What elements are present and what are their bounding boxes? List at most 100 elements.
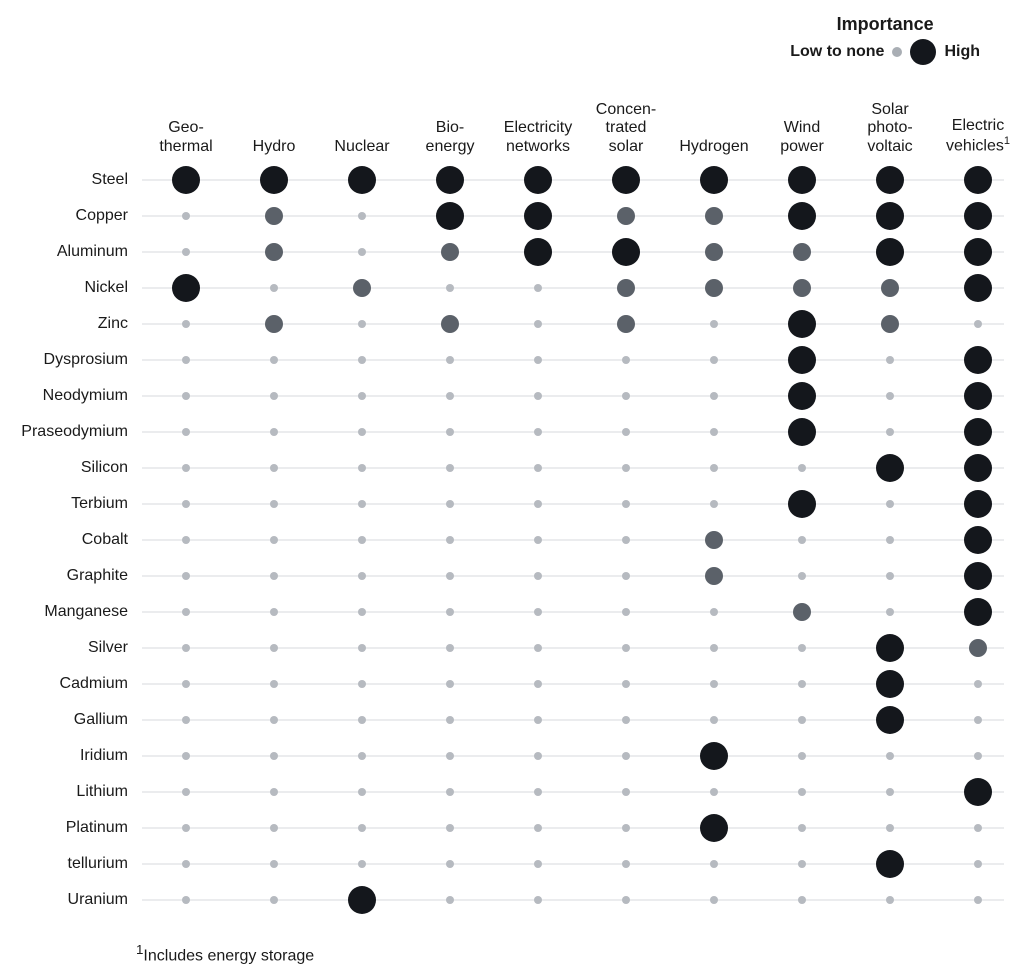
importance-dot: [270, 824, 278, 832]
row-label: Gallium: [74, 711, 128, 729]
importance-dot: [358, 212, 366, 220]
importance-dot: [886, 392, 894, 400]
importance-dot: [270, 788, 278, 796]
importance-dot: [358, 644, 366, 652]
importance-dot: [798, 572, 806, 580]
importance-dot: [793, 243, 811, 261]
importance-dot: [622, 608, 630, 616]
row-label: Cobalt: [82, 531, 128, 549]
importance-dot: [964, 166, 992, 194]
importance-dot: [182, 572, 190, 580]
row-label: Aluminum: [57, 243, 128, 261]
importance-dot: [182, 860, 190, 868]
importance-dot: [617, 279, 635, 297]
column-header: Windpower: [780, 119, 824, 156]
importance-dot: [270, 536, 278, 544]
importance-dot: [886, 788, 894, 796]
row-label: Praseodymium: [21, 423, 128, 441]
importance-dot: [622, 824, 630, 832]
importance-dot: [886, 356, 894, 364]
row-label: Graphite: [67, 567, 128, 585]
importance-dot: [710, 428, 718, 436]
importance-dot: [270, 500, 278, 508]
column-header: Hydrogen: [679, 138, 748, 156]
importance-dot: [270, 716, 278, 724]
row-label: Dysprosium: [44, 351, 128, 369]
importance-dot: [436, 202, 464, 230]
importance-dot: [182, 896, 190, 904]
importance-dot: [534, 824, 542, 832]
importance-dot: [182, 392, 190, 400]
importance-dot: [446, 824, 454, 832]
importance-dot: [969, 639, 987, 657]
importance-dot: [358, 428, 366, 436]
importance-dot: [270, 464, 278, 472]
importance-dot: [358, 860, 366, 868]
importance-dot: [876, 850, 904, 878]
importance-dot: [612, 166, 640, 194]
importance-dot: [524, 166, 552, 194]
importance-dot: [622, 752, 630, 760]
importance-dot: [798, 824, 806, 832]
importance-dot: [182, 320, 190, 328]
importance-dot: [710, 860, 718, 868]
importance-dot: [446, 536, 454, 544]
importance-dot: [446, 680, 454, 688]
importance-dot: [534, 644, 542, 652]
importance-dot: [436, 166, 464, 194]
importance-dot: [964, 526, 992, 554]
importance-dot: [534, 356, 542, 364]
importance-dot: [710, 680, 718, 688]
importance-dot: [446, 860, 454, 868]
importance-dot: [446, 356, 454, 364]
importance-dot: [710, 788, 718, 796]
importance-dot: [798, 716, 806, 724]
importance-dot: [182, 644, 190, 652]
row-label: Copper: [76, 207, 128, 225]
importance-dot: [358, 320, 366, 328]
importance-dot: [182, 212, 190, 220]
importance-dot: [446, 788, 454, 796]
importance-dot: [886, 428, 894, 436]
footnote-text: Includes energy storage: [143, 947, 314, 964]
importance-dot: [524, 238, 552, 266]
importance-dot: [705, 567, 723, 585]
importance-dot: [700, 166, 728, 194]
importance-dot: [534, 392, 542, 400]
importance-dot: [534, 320, 542, 328]
row-label: Zinc: [98, 315, 128, 333]
column-header: Electricitynetworks: [504, 119, 572, 156]
importance-dot: [622, 536, 630, 544]
importance-dot: [446, 608, 454, 616]
importance-dot: [358, 248, 366, 256]
importance-dot: [182, 248, 190, 256]
importance-dot: [622, 356, 630, 364]
importance-dot: [172, 166, 200, 194]
importance-dot: [534, 716, 542, 724]
importance-dot: [446, 428, 454, 436]
importance-dot: [710, 392, 718, 400]
importance-dot: [617, 207, 635, 225]
importance-dot: [881, 279, 899, 297]
importance-dot: [446, 500, 454, 508]
importance-dot: [886, 536, 894, 544]
importance-dot: [798, 860, 806, 868]
importance-dot: [622, 644, 630, 652]
row-label: Lithium: [76, 783, 128, 801]
importance-dot: [182, 428, 190, 436]
importance-dot: [876, 238, 904, 266]
importance-dot: [974, 752, 982, 760]
importance-dot: [622, 500, 630, 508]
importance-dot: [798, 788, 806, 796]
importance-dot: [788, 166, 816, 194]
importance-dot: [710, 716, 718, 724]
importance-dot: [876, 634, 904, 662]
importance-dot: [446, 572, 454, 580]
importance-dot: [534, 896, 542, 904]
importance-dot: [182, 536, 190, 544]
column-header: Electricvehicles1: [946, 117, 1010, 156]
importance-dot: [705, 531, 723, 549]
importance-dot: [964, 238, 992, 266]
importance-dot: [534, 680, 542, 688]
importance-dot: [358, 788, 366, 796]
